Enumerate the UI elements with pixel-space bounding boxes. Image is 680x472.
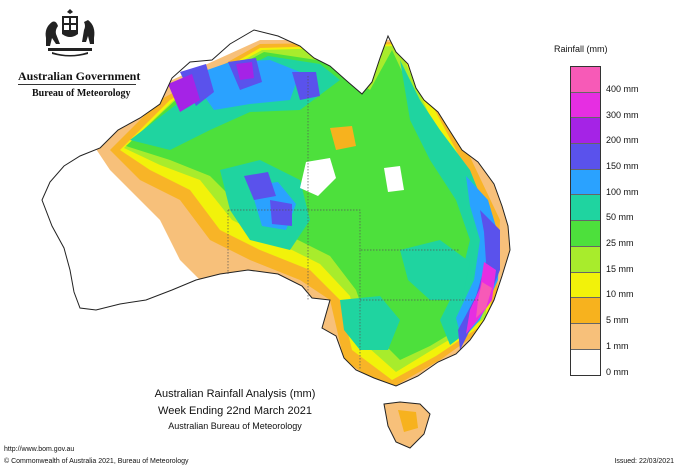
legend-swatch (571, 349, 600, 376)
legend-label: 100 mm (606, 186, 639, 197)
caption-title: Australian Rainfall Analysis (mm) (154, 388, 316, 400)
legend-label: 50 mm (606, 212, 634, 223)
legend-swatch (571, 92, 600, 119)
issued-date: Issued: 22/03/2021 (614, 458, 674, 465)
legend-swatch (571, 298, 600, 324)
bureau-title: Bureau of Meteorology (32, 88, 131, 99)
government-logo-block: Australian Government Bureau of Meteorol… (8, 8, 140, 99)
legend-title: Rainfall (mm) (554, 44, 608, 54)
legend-swatch (571, 195, 600, 222)
legend-swatch (571, 67, 600, 93)
legend-label: 10 mm (606, 289, 634, 300)
legend-swatch (571, 169, 600, 196)
caption-agency: Australian Bureau of Meteorology (168, 421, 302, 431)
legend-color-bar (570, 66, 601, 377)
divider (18, 84, 136, 85)
bom-url-link[interactable]: http://www.bom.gov.au (4, 446, 75, 453)
caption-week: Week Ending 22nd March 2021 (158, 405, 312, 417)
legend-swatch (571, 323, 600, 350)
legend-label: 300 mm (606, 109, 639, 120)
rainfall-fields (90, 40, 510, 386)
legend-swatch (571, 246, 600, 273)
legend-label: 5 mm (606, 315, 629, 326)
coat-of-arms-icon (45, 9, 95, 57)
copyright-text: © Commonwealth of Australia 2021, Bureau… (4, 458, 189, 465)
legend-swatch (571, 272, 600, 299)
government-title: Australian Government (18, 69, 141, 83)
legend-label: 400 mm (606, 83, 639, 94)
legend-label: 15 mm (606, 263, 634, 274)
legend-swatch (571, 144, 600, 170)
legend-label: 1 mm (606, 340, 629, 351)
legend-label: 0 mm (606, 366, 629, 377)
legend-swatch (571, 118, 600, 145)
legend-swatch (571, 221, 600, 247)
legend-label: 150 mm (606, 160, 639, 171)
legend-label: 200 mm (606, 135, 639, 146)
legend-label: 25 mm (606, 238, 634, 249)
